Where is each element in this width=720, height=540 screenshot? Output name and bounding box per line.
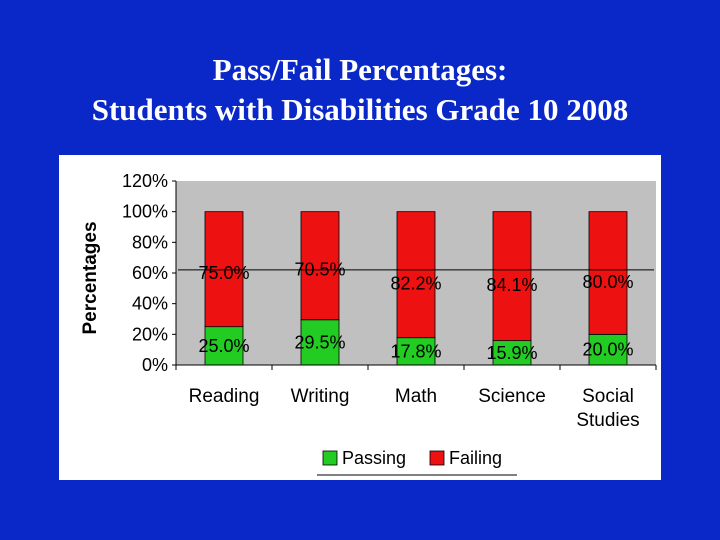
legend-swatch-passing <box>322 450 338 466</box>
legend-label-passing: Passing <box>342 448 406 468</box>
slide-title: Pass/Fail Percentages: Students with Dis… <box>0 50 720 130</box>
data-label-passing: 17.8% <box>390 341 441 361</box>
bar-failing <box>492 211 532 342</box>
y-tick-label: 60% <box>132 263 168 283</box>
x-category-label: Math <box>395 386 437 407</box>
bar-failing <box>204 211 244 328</box>
slide-title-line-2: Students with Disabilities Grade 10 2008 <box>91 92 629 127</box>
y-tick-label: 100% <box>122 202 168 222</box>
x-category-label: Science <box>478 386 546 407</box>
data-label-failing: 84.1% <box>486 275 537 295</box>
bar-failing <box>588 211 628 335</box>
y-tick-label: 40% <box>132 294 168 314</box>
x-category-label: Studies <box>576 410 639 431</box>
stacked-bar-chart: Percentages 0% 20% 40% 60% 80% 100% 120% 25.0% 75… <box>80 171 657 476</box>
y-tick-label: 20% <box>132 324 168 344</box>
y-tick-label: 0% <box>142 355 168 375</box>
x-category-label: Reading <box>189 386 260 407</box>
slide-title-line-1: Pass/Fail Percentages: <box>212 52 508 87</box>
legend-swatch-failing <box>429 450 445 466</box>
bar-passing <box>588 333 628 366</box>
data-label-failing: 82.2% <box>390 274 441 294</box>
bar-passing <box>396 337 436 366</box>
bar-failing <box>300 211 340 321</box>
y-tick-label: 120% <box>122 171 168 191</box>
legend-label-failing: Failing <box>449 448 502 468</box>
y-axis-label: Percentages <box>80 221 101 334</box>
data-label-passing: 29.5% <box>294 332 345 352</box>
data-label-failing: 75.0% <box>198 263 249 283</box>
bar-passing <box>492 340 532 366</box>
y-tick-label: 80% <box>132 232 168 252</box>
chart-panel: Percentages 0% 20% 40% 60% 80% 100% 120% 25.0% 75… <box>59 155 661 480</box>
data-label-passing: 25.0% <box>198 336 249 356</box>
bar-failing <box>396 211 436 339</box>
data-label-failing: 80.0% <box>582 272 633 292</box>
data-label-passing: 20.0% <box>582 340 633 360</box>
data-label-passing: 15.9% <box>486 343 537 363</box>
x-category-label: Writing <box>291 386 350 407</box>
x-category-label: Social <box>582 386 634 407</box>
data-label-failing: 70.5% <box>294 260 345 280</box>
